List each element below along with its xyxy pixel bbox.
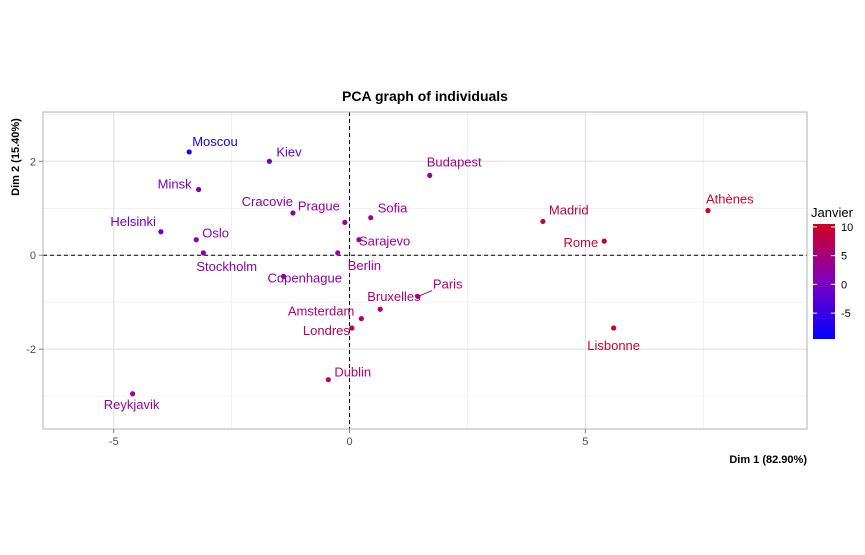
point-label: Reykjavik [104, 397, 160, 412]
data-points [130, 149, 711, 397]
point-label: Bruxelles [367, 289, 421, 304]
data-point [335, 250, 341, 256]
data-point [611, 325, 617, 331]
label-leader-line [417, 290, 433, 298]
data-point [193, 237, 199, 243]
point-label: Budapest [427, 154, 482, 169]
point-label: Copenhague [268, 270, 342, 285]
data-point [705, 208, 711, 214]
point-label: Stockholm [196, 259, 257, 274]
y-tick-label: -2 [26, 344, 36, 356]
y-tick-label: 0 [30, 250, 36, 262]
point-label: Lisbonne [587, 338, 640, 353]
point-labels: Moscou Kiev Budapest Minsk Athènes Cracovie So… [104, 134, 754, 412]
x-tick-label: 5 [582, 436, 588, 448]
point-label: Sarajevo [359, 234, 410, 249]
legend-tick-label: 10 [841, 222, 853, 234]
point-label: Berlin [348, 258, 381, 273]
data-point [196, 186, 202, 193]
point-label: Kiev [276, 144, 302, 159]
y-axis-title: Dim 2 (15.40%) [10, 118, 22, 196]
data-point [377, 306, 383, 312]
point-label: Athènes [706, 192, 754, 207]
legend-ticks: 10 5 0 -5 [813, 222, 853, 320]
point-label: Amsterdam [288, 304, 354, 319]
legend-tick-label: -5 [841, 308, 851, 320]
data-point [200, 250, 206, 256]
data-point [601, 238, 607, 244]
data-point [540, 218, 546, 225]
data-point [158, 229, 164, 235]
data-point [280, 273, 287, 279]
legend-tick-label: 5 [841, 251, 847, 263]
point-label: Prague [298, 198, 340, 213]
point-label: Londres [303, 323, 350, 338]
data-point [186, 149, 192, 155]
axis-ticks: -5 0 5 -2 0 2 [26, 156, 588, 448]
point-label: Sofia [378, 201, 408, 216]
point-label: Minsk [158, 176, 192, 191]
reference-lines [43, 112, 807, 429]
legend: Janvier 10 5 0 -5 [811, 205, 854, 339]
y-tick-label: 2 [30, 156, 36, 168]
x-tick-label: -5 [109, 436, 119, 448]
point-label: Helsinki [110, 214, 156, 229]
x-axis-title: Dim 1 (82.90%) [729, 454, 807, 466]
legend-tick-label: 0 [841, 279, 847, 291]
x-tick-label: 0 [346, 436, 352, 448]
point-label: Madrid [549, 202, 589, 217]
point-label: Moscou [192, 134, 238, 149]
data-point [290, 210, 296, 216]
data-point [356, 237, 362, 243]
data-point [342, 219, 348, 225]
legend-colorbar [813, 224, 835, 339]
data-point [368, 215, 374, 221]
data-point [130, 391, 136, 397]
data-point [427, 172, 433, 178]
data-point [266, 158, 272, 164]
point-label: Paris [433, 277, 463, 292]
point-label: Rome [564, 235, 599, 250]
legend-title: Janvier [811, 205, 854, 220]
point-label: Cracovie [242, 194, 293, 209]
panel-border [42, 111, 808, 430]
grid [43, 112, 807, 429]
data-point [358, 316, 364, 322]
point-label: Oslo [202, 226, 229, 241]
data-point [349, 325, 355, 331]
point-label: Dublin [334, 365, 371, 380]
data-point [325, 377, 331, 383]
chart-title: PCA graph of individuals [342, 88, 508, 104]
